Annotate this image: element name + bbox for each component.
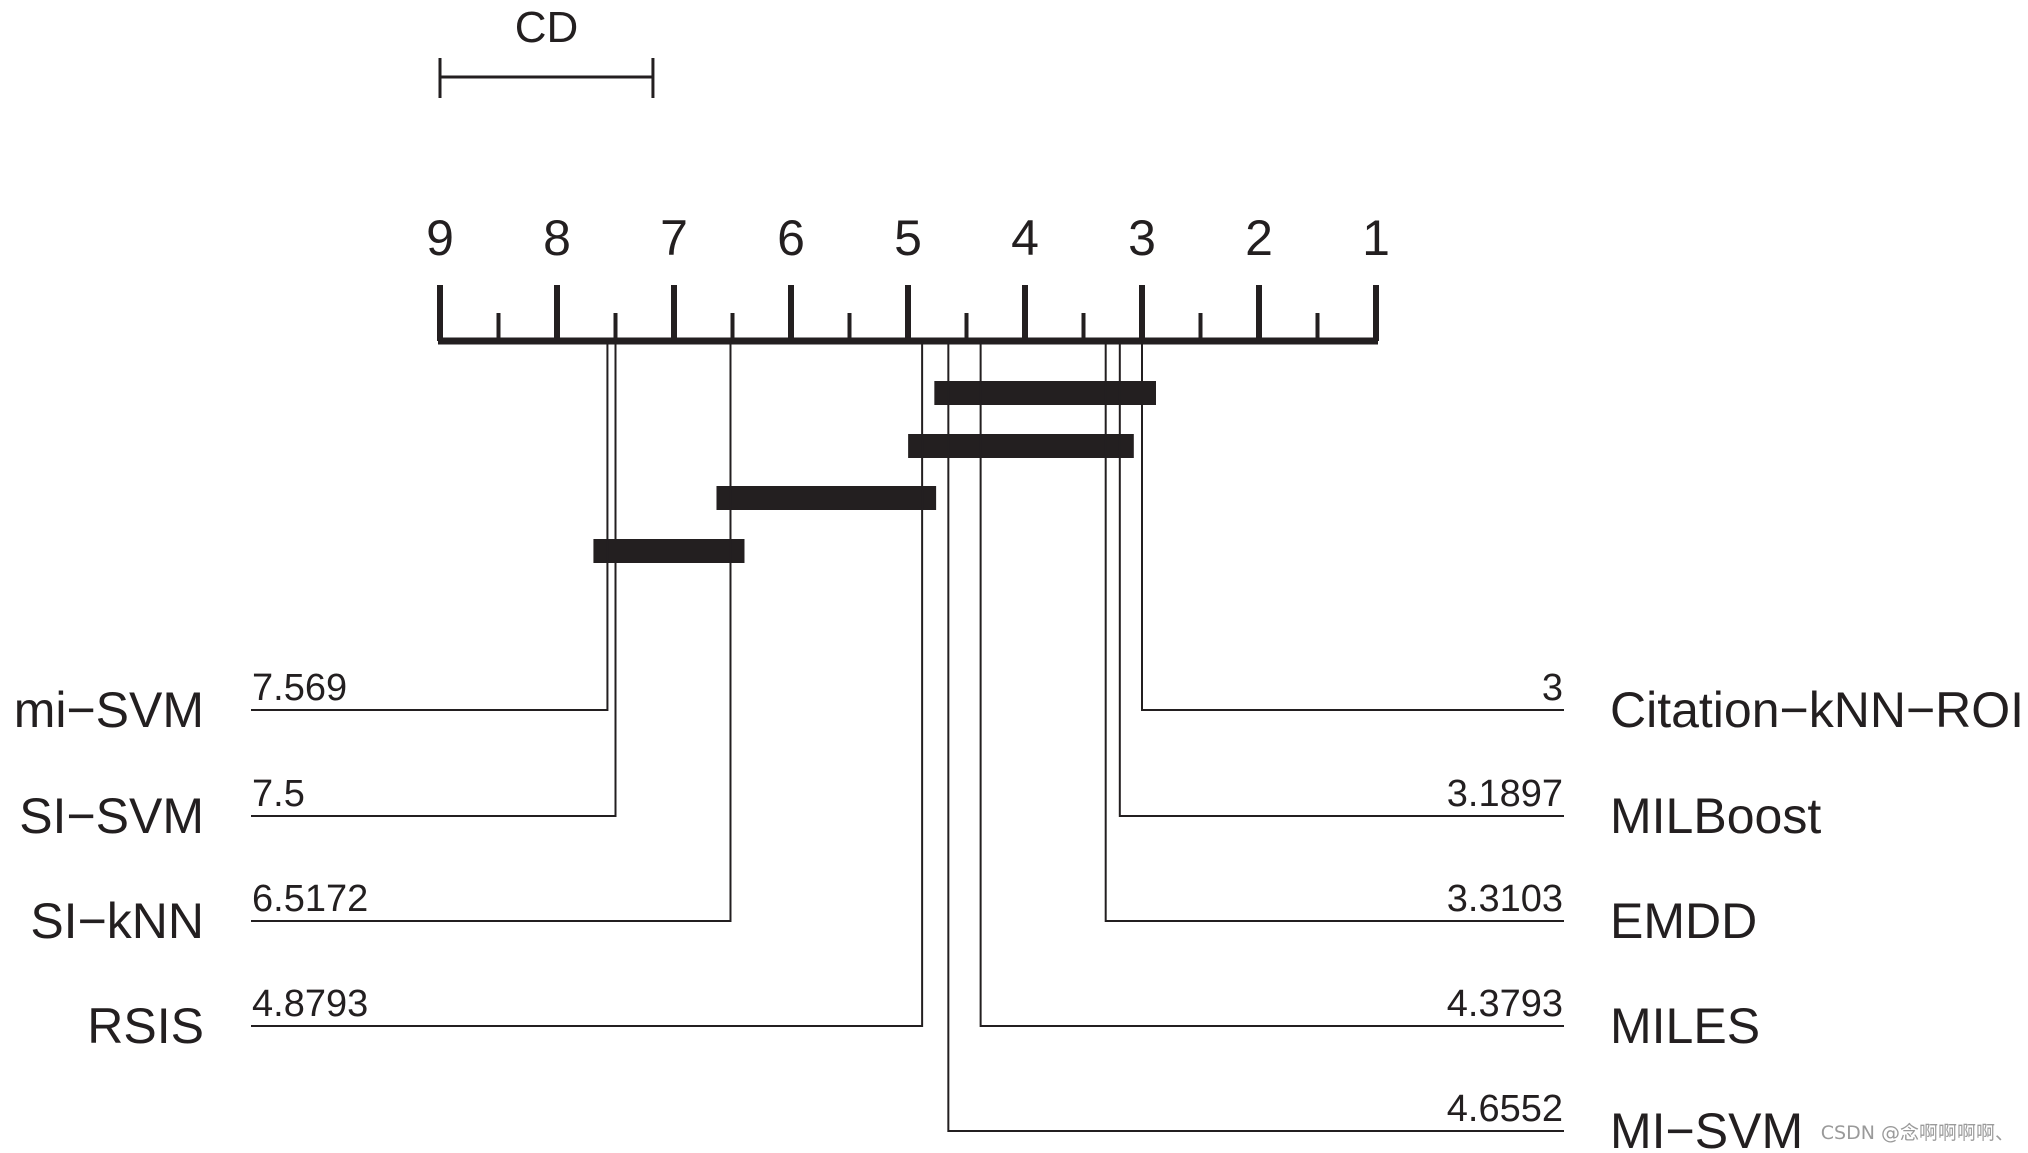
critical-difference-indicator: CD: [438, 3, 655, 98]
rank-value: 3.3103: [1447, 878, 1563, 920]
rank-value: 3: [1542, 667, 1563, 709]
method-connector: [979, 341, 1564, 1027]
tick-label: 1: [1362, 210, 1390, 266]
method-connector: [1104, 341, 1564, 922]
rank-value: 4.6552: [1447, 1088, 1563, 1130]
rank-value: 7.5: [252, 773, 305, 815]
rank-value: 4.8793: [252, 983, 368, 1025]
method-connector: [251, 341, 617, 817]
tick-label: 2: [1245, 210, 1273, 266]
clique-bar: [593, 539, 745, 563]
tick-label: 4: [1011, 210, 1039, 266]
rank-value: 6.5172: [252, 878, 368, 920]
clique-bar: [716, 486, 937, 510]
rank-value: 7.569: [252, 667, 347, 709]
method-connector: [251, 341, 732, 922]
method-label: SI−SVM: [19, 788, 204, 844]
method-label: Citation−kNN−ROI: [1610, 682, 2024, 738]
clique-bar: [908, 434, 1134, 458]
method-connector: [251, 341, 924, 1027]
clique-bar: [934, 381, 1156, 405]
method-label: MILES: [1610, 998, 1760, 1054]
method-label: MI−SVM: [1610, 1103, 1803, 1153]
tick-label: 9: [426, 210, 454, 266]
tick-label: 7: [660, 210, 688, 266]
method-label: MILBoost: [1610, 788, 1821, 844]
cd-label: CD: [515, 3, 579, 52]
method-connector: [1118, 341, 1564, 817]
method-label: mi−SVM: [14, 682, 204, 738]
rank-axis: 9 8 7 6 5 4 3 2 1: [426, 210, 1390, 345]
tick-label: 5: [894, 210, 922, 266]
clique-bars: [593, 381, 1156, 563]
method-label: RSIS: [87, 998, 204, 1054]
method-label: SI−kNN: [30, 893, 204, 949]
watermark: CSDN @念啊啊啊啊、: [1820, 1122, 2014, 1144]
tick-label: 3: [1128, 210, 1156, 266]
rank-value: 4.3793: [1447, 983, 1563, 1025]
method-connector: [251, 341, 609, 711]
rank-value: 3.1897: [1447, 773, 1563, 815]
method-label: EMDD: [1610, 893, 1757, 949]
tick-label: 8: [543, 210, 571, 266]
tick-label: 6: [777, 210, 805, 266]
method-connectors: 7.569 mi−SVM 7.5 SI−SVM 6.5172 SI−kNN 4.8793 RS…: [14, 341, 2024, 1153]
method-connector: [1141, 341, 1564, 711]
method-connector: [947, 341, 1564, 1132]
